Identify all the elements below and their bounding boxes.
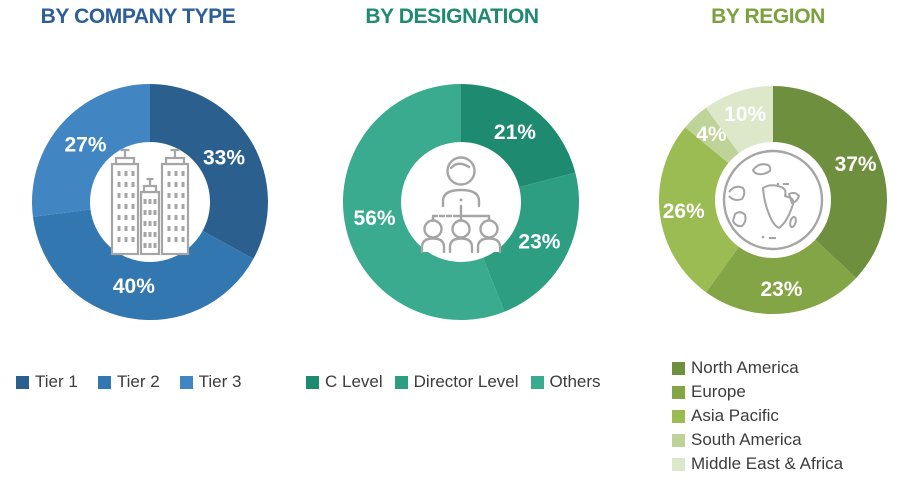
legend-label: South America <box>691 430 802 449</box>
data-label: 33% <box>203 147 245 170</box>
chart-title-designation: BY DESIGNATION <box>365 5 539 28</box>
legend-item-middle-east-africa: Middle East & Africa <box>672 452 843 476</box>
legend-label: Tier 2 <box>116 372 160 391</box>
legend-label: Others <box>549 372 601 391</box>
designation-legend: C Level Director Level Others <box>306 372 601 392</box>
data-label: 27% <box>64 134 106 157</box>
region-legend: North America Europe Asia Pacific South Ame… <box>672 356 843 476</box>
data-label: 23% <box>518 230 560 253</box>
legend-label: Asia Pacific <box>691 406 779 425</box>
legend-item-tier-3: Tier 3 <box>179 372 242 392</box>
legend-swatch <box>672 409 685 423</box>
by-region-slice-europe <box>705 239 857 315</box>
by-region-slice-north-america <box>773 86 887 279</box>
chart-title-company-type: BY COMPANY TYPE <box>40 5 236 28</box>
legend-label: Tier 1 <box>35 372 78 391</box>
legend-item-c-level: C Level <box>306 372 383 392</box>
data-label: 23% <box>760 278 802 301</box>
globe-icon <box>722 149 824 251</box>
legend-swatch <box>97 375 111 389</box>
buildings-icon <box>110 148 190 256</box>
chart-title-region: BY REGION <box>711 5 825 28</box>
legend-swatch <box>394 375 408 389</box>
by-region-slice-south-america <box>685 107 739 164</box>
legend-label: Tier 3 <box>198 372 242 391</box>
data-label: 10% <box>724 103 766 126</box>
by-company-type-slice-tier-1 <box>150 84 268 259</box>
legend-item-north-america: North America <box>672 356 843 380</box>
legend-label: Europe <box>691 382 746 401</box>
by-designation-slice-c-level <box>461 84 576 188</box>
legend-item-director-level: Director Level <box>394 372 519 392</box>
legend-item-others: Others <box>530 372 601 392</box>
legend-item-europe: Europe <box>672 380 843 404</box>
company-type-legend: Tier 1 Tier 2 Tier 3 <box>16 372 241 392</box>
legend-swatch <box>530 375 544 389</box>
data-label: 37% <box>835 153 877 176</box>
by-region-slice-middle-east-africa <box>705 86 773 154</box>
by-company-type-slice-tier-2 <box>32 209 254 320</box>
legend-swatch <box>306 375 319 389</box>
data-label: 26% <box>663 200 705 223</box>
legend-swatch <box>672 385 685 399</box>
by-designation-slice-director-level <box>483 172 579 312</box>
legend-swatch <box>16 375 29 389</box>
legend-swatch <box>672 433 685 447</box>
legend-item-south-america: South America <box>672 428 843 452</box>
legend-item-asia-pacific: Asia Pacific <box>672 404 843 428</box>
data-label: 21% <box>494 121 536 144</box>
legend-item-tier-1: Tier 1 <box>16 372 78 392</box>
data-label: 4% <box>696 123 727 146</box>
legend-swatch <box>672 457 685 471</box>
org-chart-icon <box>420 156 502 254</box>
legend-item-tier-2: Tier 2 <box>97 372 160 392</box>
data-label: 40% <box>113 275 155 298</box>
legend-label: Director Level <box>413 372 519 391</box>
legend-swatch <box>179 375 193 389</box>
data-label: 56% <box>354 207 396 230</box>
legend-label: C Level <box>325 372 383 391</box>
legend-label: North America <box>691 358 799 377</box>
by-region-slice-asia-pacific <box>658 127 739 293</box>
legend-swatch <box>672 361 685 375</box>
by-designation-slice-others <box>342 84 505 321</box>
by-company-type-slice-tier-3 <box>31 83 150 217</box>
legend-label: Middle East & Africa <box>691 454 844 473</box>
